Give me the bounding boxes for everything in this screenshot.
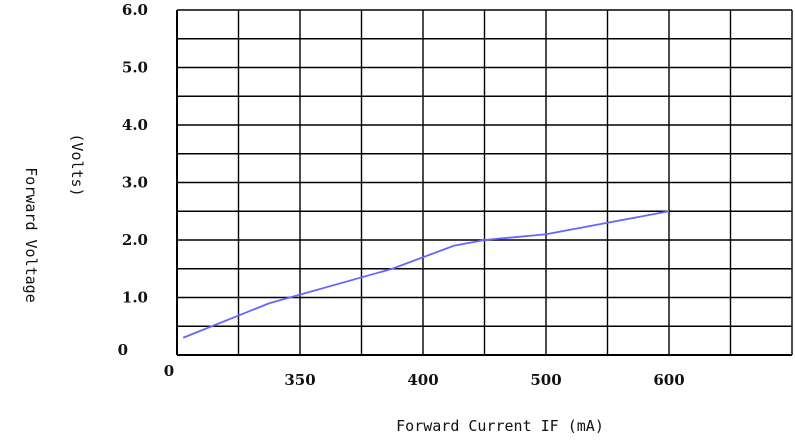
- series-line-0: [182, 210, 670, 339]
- y-tick-label: 5.0: [122, 59, 148, 77]
- y-tick-label: 3.0: [122, 174, 148, 192]
- y-tick-labels: 0 1.0 2.0 3.0 4.0 5.0 6.0: [118, 1, 148, 359]
- y-tick-label: 2.0: [122, 231, 148, 249]
- x-tick-label: 350: [284, 371, 315, 389]
- x-tick-label: 600: [653, 371, 684, 389]
- y-axis-label: Forward Voltage: [22, 167, 40, 302]
- grid: [176, 9, 793, 356]
- x-tick-label: 500: [530, 371, 561, 389]
- x-tick-labels: 0 350 400 500 600: [164, 362, 685, 389]
- y-tick-label: 1.0: [122, 289, 148, 307]
- x-tick-label: 0: [164, 362, 174, 380]
- y-axis-title: Forward Voltage: [22, 167, 40, 302]
- y-tick-label: 6.0: [122, 1, 148, 19]
- x-axis-title: Forward Current IF (mA): [396, 417, 604, 435]
- data-series: [182, 210, 670, 339]
- x-tick-label: 400: [407, 371, 438, 389]
- y-axis-unit: (Volts): [68, 133, 86, 196]
- y-tick-label: 4.0: [122, 116, 148, 134]
- y-axis-unit-label: (Volts): [68, 133, 86, 196]
- y-tick-label: 0: [118, 341, 128, 359]
